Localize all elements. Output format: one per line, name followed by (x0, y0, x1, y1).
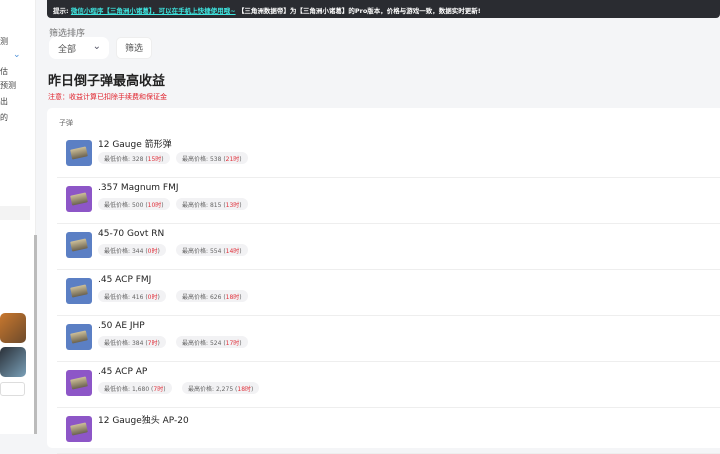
high-price-tag: 最高价格: 524 (17时) (176, 336, 248, 348)
sidebar-selected-band (0, 206, 30, 220)
ammo-name: .50 AE JHP (98, 321, 145, 331)
promo-image[interactable] (0, 313, 26, 343)
low-price-tag: 最低价格: 416 (0时) (98, 290, 166, 302)
low-price-tag: 最低价格: 344 (0时) (98, 244, 166, 256)
ammo-row[interactable]: 12 Gauge独头 AP-20 (57, 408, 720, 454)
high-price-tag: 最高价格: 2,275 (18时) (182, 382, 260, 394)
ammo-icon (66, 140, 92, 166)
ammo-icon (66, 278, 92, 304)
ammo-icon (66, 186, 92, 212)
low-price-tag: 最低价格: 328 (15时) (98, 152, 170, 164)
notice-banner: 提示: 微信小程序【三角洲小诸葛】，可以在手机上快捷使用哦~ 【三角洲数据帝】为… (47, 0, 720, 18)
ammo-name: .45 ACP AP (98, 367, 148, 377)
filter-select[interactable]: 全部 ⌄ (49, 37, 109, 59)
sidebar-item[interactable]: 测 (0, 37, 8, 46)
category-label: 子弹 (59, 119, 73, 127)
high-price-tag: 最高价格: 538 (21时) (176, 152, 248, 164)
scrollbar[interactable] (34, 235, 37, 434)
ammo-icon (66, 416, 92, 442)
miniprogram-link[interactable]: 微信小程序【三角洲小诸葛】，可以在手机上快捷使用哦~ (70, 7, 236, 15)
ammo-name: 45-70 Govt RN (98, 229, 165, 239)
filter-label: 筛选排序 (49, 29, 86, 39)
ammo-icon (66, 232, 92, 258)
filter-button[interactable]: 筛选 (116, 37, 152, 59)
low-price-tag: 最低价格: 384 (7时) (98, 336, 166, 348)
ammo-name: .357 Magnum FMJ (98, 183, 179, 193)
ammo-row[interactable]: .357 Magnum FMJ 最低价格: 500 (10时) 最高价格: 815… (57, 178, 720, 224)
page-title: 昨日倒子弹最高收益 (48, 74, 166, 89)
ammo-icon (66, 324, 92, 350)
chevron-down-icon: ⌄ (92, 41, 101, 52)
sidebar-item[interactable]: 预测 (0, 81, 16, 90)
ammo-row[interactable]: .45 ACP FMJ 最低价格: 416 (0时) 最高价格: 626 (18时… (57, 270, 720, 316)
select-value: 全部 (58, 45, 77, 55)
ammo-name: .45 ACP FMJ (98, 275, 152, 285)
sidebar-item[interactable]: 出 (0, 97, 8, 106)
low-price-tag: 最低价格: 1,680 (7时) (98, 382, 172, 394)
ammo-row[interactable]: .45 ACP AP 最低价格: 1,680 (7时) 最高价格: 2,275 (… (57, 362, 720, 408)
notice-text: 【三角洲数据帝】为【三角洲小诸葛】的Pro版本，价格与游戏一致，数据实时更新! (237, 7, 481, 15)
high-price-tag: 最高价格: 815 (13时) (176, 198, 248, 210)
ammo-row[interactable]: 12 Gauge 箭形弹 最低价格: 328 (15时) 最高价格: 538 (2… (57, 132, 720, 178)
ammo-list-card: 子弹 12 Gauge 箭形弹 最低价格: 328 (15时) 最高价格: 538… (47, 108, 720, 454)
low-price-tag: 最低价格: 500 (10时) (98, 198, 170, 210)
chevron-down-icon[interactable]: ⌄ (13, 50, 21, 60)
ammo-row[interactable]: 45-70 Govt RN 最低价格: 344 (0时) 最高价格: 554 (1… (57, 224, 720, 270)
ammo-row[interactable]: .50 AE JHP 最低价格: 384 (7时) 最高价格: 524 (17时) (57, 316, 720, 362)
ammo-icon (66, 370, 92, 396)
ammo-name: 12 Gauge独头 AP-20 (98, 416, 189, 426)
sidebar-item[interactable]: 估 (0, 67, 8, 76)
promo-image[interactable] (0, 347, 26, 377)
warning-note: 注意：收益计算已扣除手续费和保证金 (48, 93, 167, 101)
high-price-tag: 最高价格: 554 (14时) (176, 244, 248, 256)
sidebar-input[interactable] (0, 382, 25, 396)
sidebar-item[interactable]: 的 (0, 113, 8, 122)
high-price-tag: 最高价格: 626 (18时) (176, 290, 248, 302)
ammo-name: 12 Gauge 箭形弹 (98, 140, 172, 150)
sidebar: 测 ⌄ 估 预测 出 的 (0, 0, 37, 434)
notice-prefix: 提示: (53, 7, 69, 15)
